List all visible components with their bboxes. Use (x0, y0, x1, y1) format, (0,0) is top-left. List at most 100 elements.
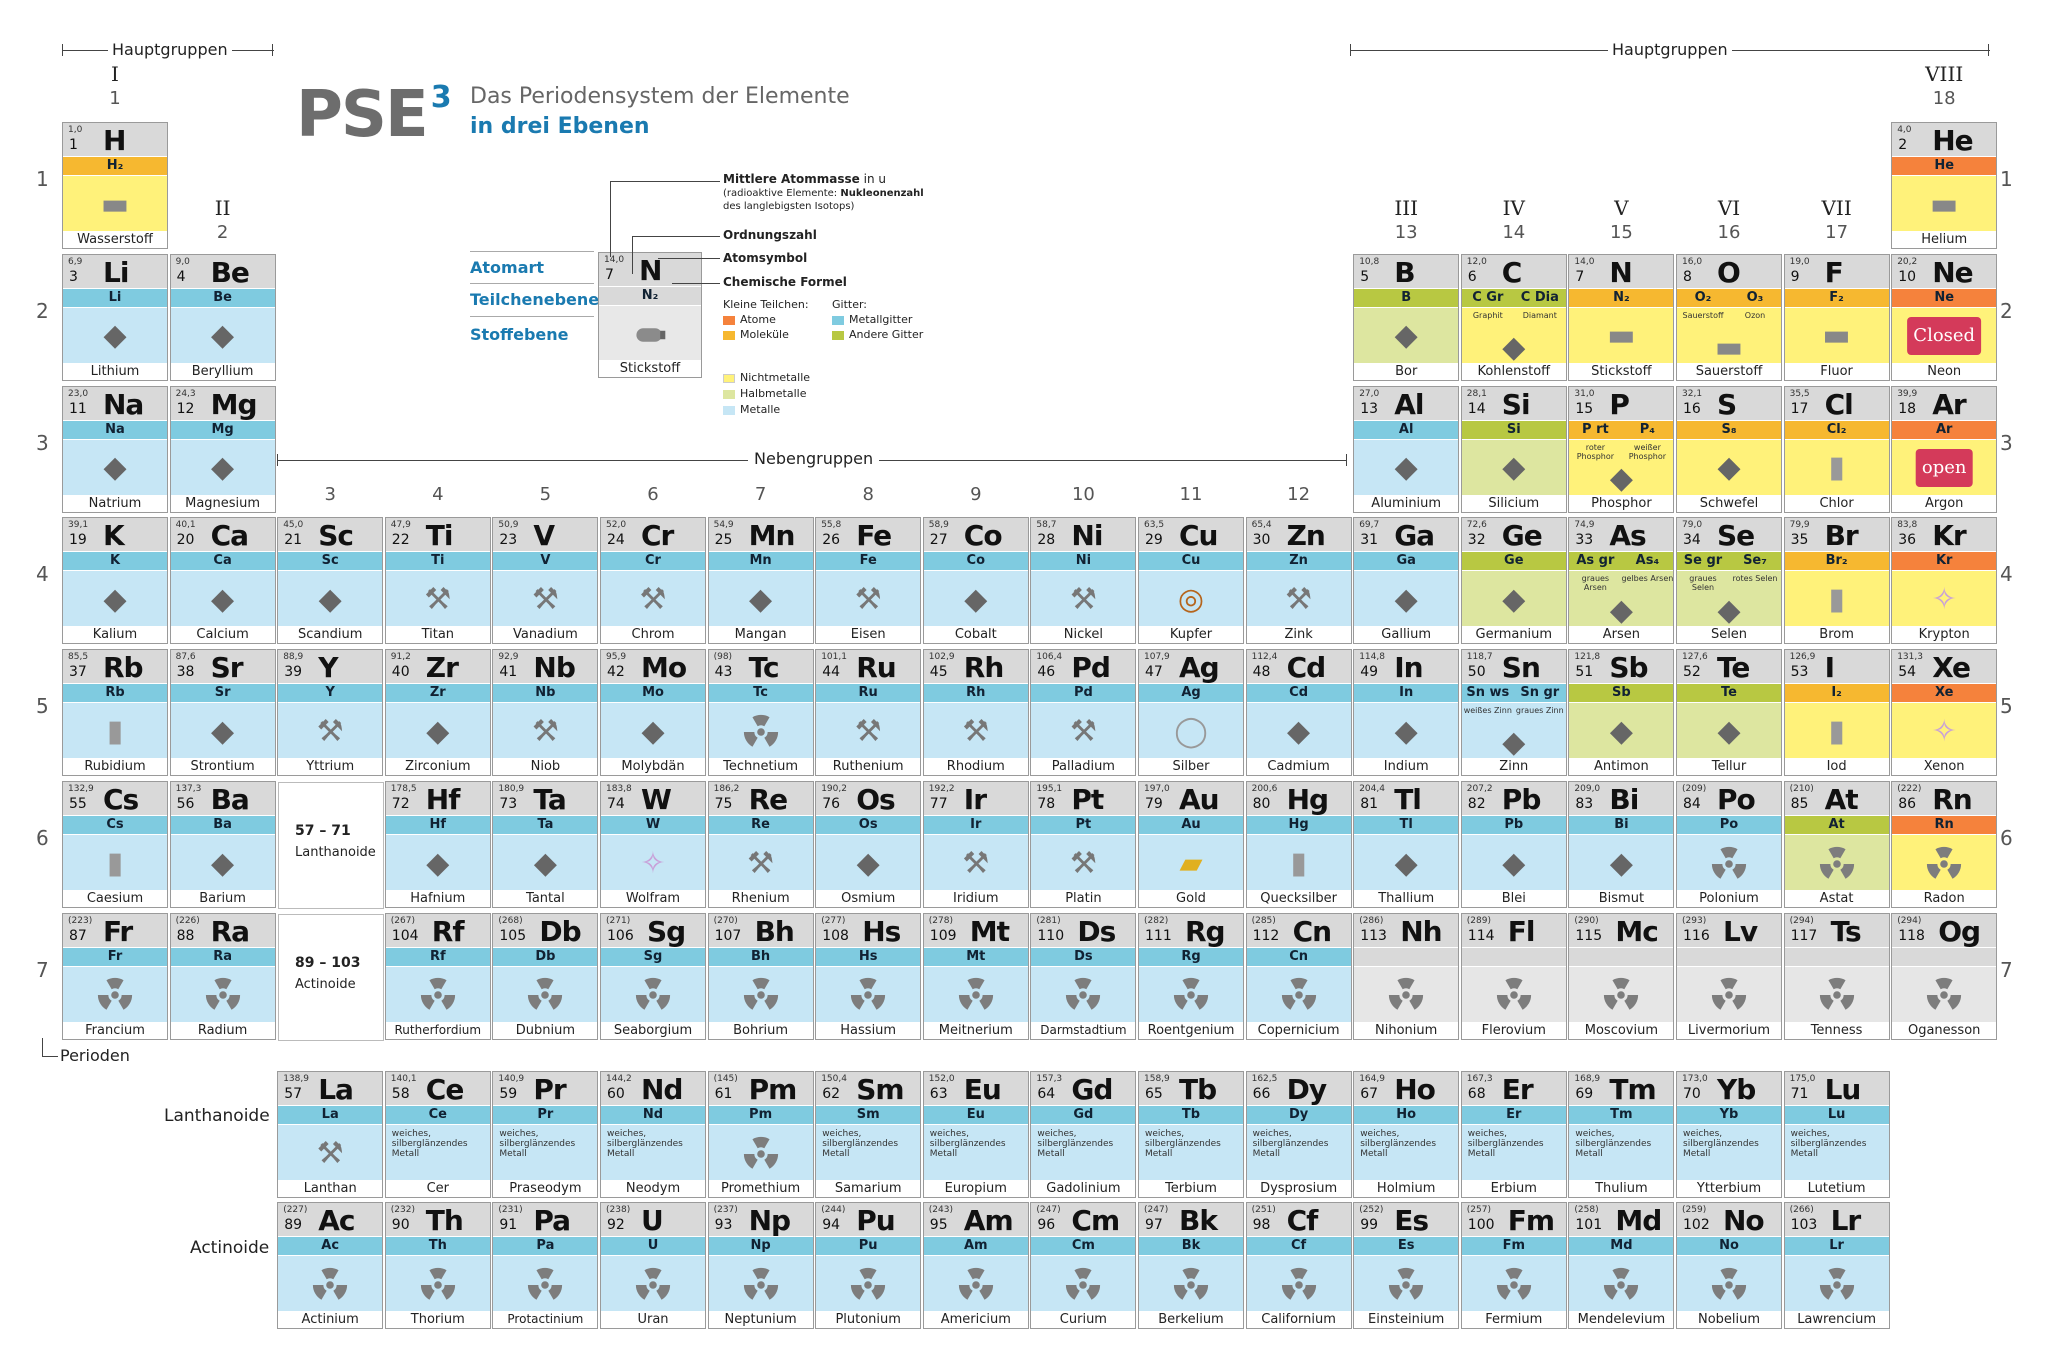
element-header: (271) 106 Sg (601, 913, 705, 948)
chemical-formula: Cn (1246, 947, 1351, 966)
element-symbol: Fe (856, 519, 892, 553)
element-header: (270) 107 Bh (708, 913, 813, 948)
element-name: Lutetium (1784, 1180, 1889, 1197)
period-number: 4 (36, 562, 49, 587)
element-name: Blei (1461, 890, 1566, 907)
tool-icon: ⚒ (747, 845, 775, 881)
substance-image (708, 1256, 813, 1313)
group-roman: VIII (1925, 62, 1964, 86)
sample-icon: ◆ (964, 581, 988, 617)
element-header: 24,3 12 Mg (170, 386, 275, 421)
element-cell-hs: (277) 108 Hs Hs Hassium (815, 912, 922, 1040)
substance-image (816, 966, 921, 1024)
element-cell-nd: 144,2 60 Nd Nd weiches, silberglänzendes Met… (600, 1071, 706, 1198)
element-symbol: Lv (1723, 914, 1758, 948)
element-symbol: No (1723, 1204, 1765, 1237)
chemical-formula: Fm (1461, 1237, 1566, 1255)
element-cell-la: 138,9 57 La La ⚒ Lanthan (277, 1071, 384, 1198)
atomic-number: 8 (1683, 268, 1692, 285)
element-name: Europium (923, 1180, 1028, 1197)
atomic-mass: 107,9 (1144, 652, 1170, 663)
element-cell-cl: 35,5 17 Cl Cl₂ ▮ Chlor (1783, 385, 1890, 513)
radioactive-icon (1819, 1267, 1854, 1300)
element-symbol: N (1609, 255, 1632, 289)
chemical-formula: Rf (385, 947, 490, 966)
atomic-number: 40 (391, 664, 410, 681)
element-name: Silicium (1461, 494, 1566, 512)
group-roman: VI (1717, 196, 1741, 220)
element-symbol: Er (1501, 1073, 1534, 1106)
substance-image: ◆ (1461, 439, 1566, 497)
atomic-number: 13 (1360, 400, 1379, 417)
sample-icon: ◆ (1394, 713, 1418, 749)
substance-image: weiches, silberglänzendes Metall (1677, 1125, 1781, 1182)
element-cell-as: 74,9 33 As As gr As₄ graues Arsen gelbes Arsen… (1568, 517, 1675, 645)
chemical-formula: Cm (1031, 1237, 1136, 1255)
atomic-number: 54 (1898, 664, 1917, 681)
element-cell-nb: 92,9 41 Nb Nb ⚒ Niob (492, 649, 599, 777)
chemical-formula: Ir (923, 816, 1028, 834)
element-symbol: Mc (1615, 914, 1658, 948)
element-cell-ge: 72,6 32 Ge Ge ◆ Germanium (1460, 517, 1567, 645)
chemical-formula (1677, 947, 1781, 966)
substance-image: ▮ (1784, 703, 1889, 761)
lamp-icon: ✧ (1931, 581, 1957, 617)
element-cell-cn: (285) 112 Cn Cn Copernicium (1245, 912, 1352, 1040)
element-symbol: Au (1179, 783, 1220, 816)
element-header: 162,5 66 Dy (1246, 1072, 1351, 1106)
chemical-formula: Ac (278, 1237, 383, 1255)
legend-divider (470, 316, 594, 317)
chemical-formula: Rh (923, 684, 1028, 703)
element-header: 74,9 33 As (1569, 518, 1674, 552)
element-symbol: Sb (1609, 651, 1648, 685)
group-number: 1 (109, 88, 121, 109)
atomic-mass: 9,0 (175, 256, 190, 267)
variant-caption: weißes Zinn (1463, 706, 1512, 716)
element-header: 4,0 2 He (1892, 123, 1997, 157)
element-name: Oganesson (1892, 1021, 1997, 1039)
element-cell-er: 167,3 68 Er Er weiches, silberglänzendes Met… (1460, 1071, 1567, 1198)
element-symbol: Nd (641, 1073, 683, 1106)
element-symbol: F (1824, 255, 1844, 289)
element-name: Wasserstoff (63, 231, 167, 248)
chemical-formula: Rn (1892, 816, 1997, 834)
atomic-mass: 63,5 (1144, 520, 1165, 531)
atomic-number: 82 (1467, 796, 1486, 812)
element-symbol: Fr (103, 914, 133, 948)
formula-variant: P₄ (1639, 421, 1655, 437)
substance-image (923, 966, 1028, 1024)
atomic-number: 1 (69, 137, 78, 153)
element-symbol: Hg (1286, 783, 1329, 816)
tool-icon: ⚒ (1069, 713, 1097, 749)
atomic-number: 69 (1575, 1086, 1594, 1102)
element-cell-ca: 40,1 20 Ca Ca ◆ Calcium (169, 517, 276, 645)
chemical-formula: Ru (816, 684, 921, 703)
element-symbol: Ge (1501, 519, 1543, 553)
period-number: 5 (36, 694, 49, 719)
radioactive-icon (528, 1267, 563, 1300)
formula-variant: C Gr (1472, 289, 1504, 305)
substance-image: ✧ (1892, 571, 1997, 629)
atomic-number: 95 (929, 1217, 948, 1233)
element-header: 23,0 11 Na (63, 386, 167, 421)
element-cell-ra: (226) 88 Ra Ra Radium (169, 912, 276, 1040)
atomic-number: 25 (714, 532, 733, 549)
atomic-number: 2 (1898, 137, 1908, 153)
chemical-formula: Na (63, 420, 167, 439)
sample-icon: ◆ (1502, 581, 1526, 617)
tool-icon: ⚒ (1285, 581, 1313, 617)
atomic-mass: 92,9 (498, 652, 519, 663)
legend-molekuele: Moleküle (740, 328, 789, 341)
element-header: (145) 61 Pm (708, 1072, 813, 1106)
legend-mass: Mittlere Atommasse in u (723, 172, 886, 186)
lanthanoid-name: Lanthanoide (295, 845, 376, 860)
sample-icon: ◆ (318, 581, 342, 617)
element-symbol: Cl (1824, 387, 1854, 421)
chemical-formula: W (601, 816, 705, 834)
element-cell-dy: 162,5 66 Dy Dy weiches, silberglänzendes Met… (1245, 1071, 1352, 1198)
atomic-number: 31 (1360, 532, 1379, 549)
chemical-formula: Mo (601, 684, 705, 703)
element-header: (231) 91 Pa (493, 1203, 598, 1237)
element-header: 144,2 60 Nd (601, 1072, 705, 1106)
